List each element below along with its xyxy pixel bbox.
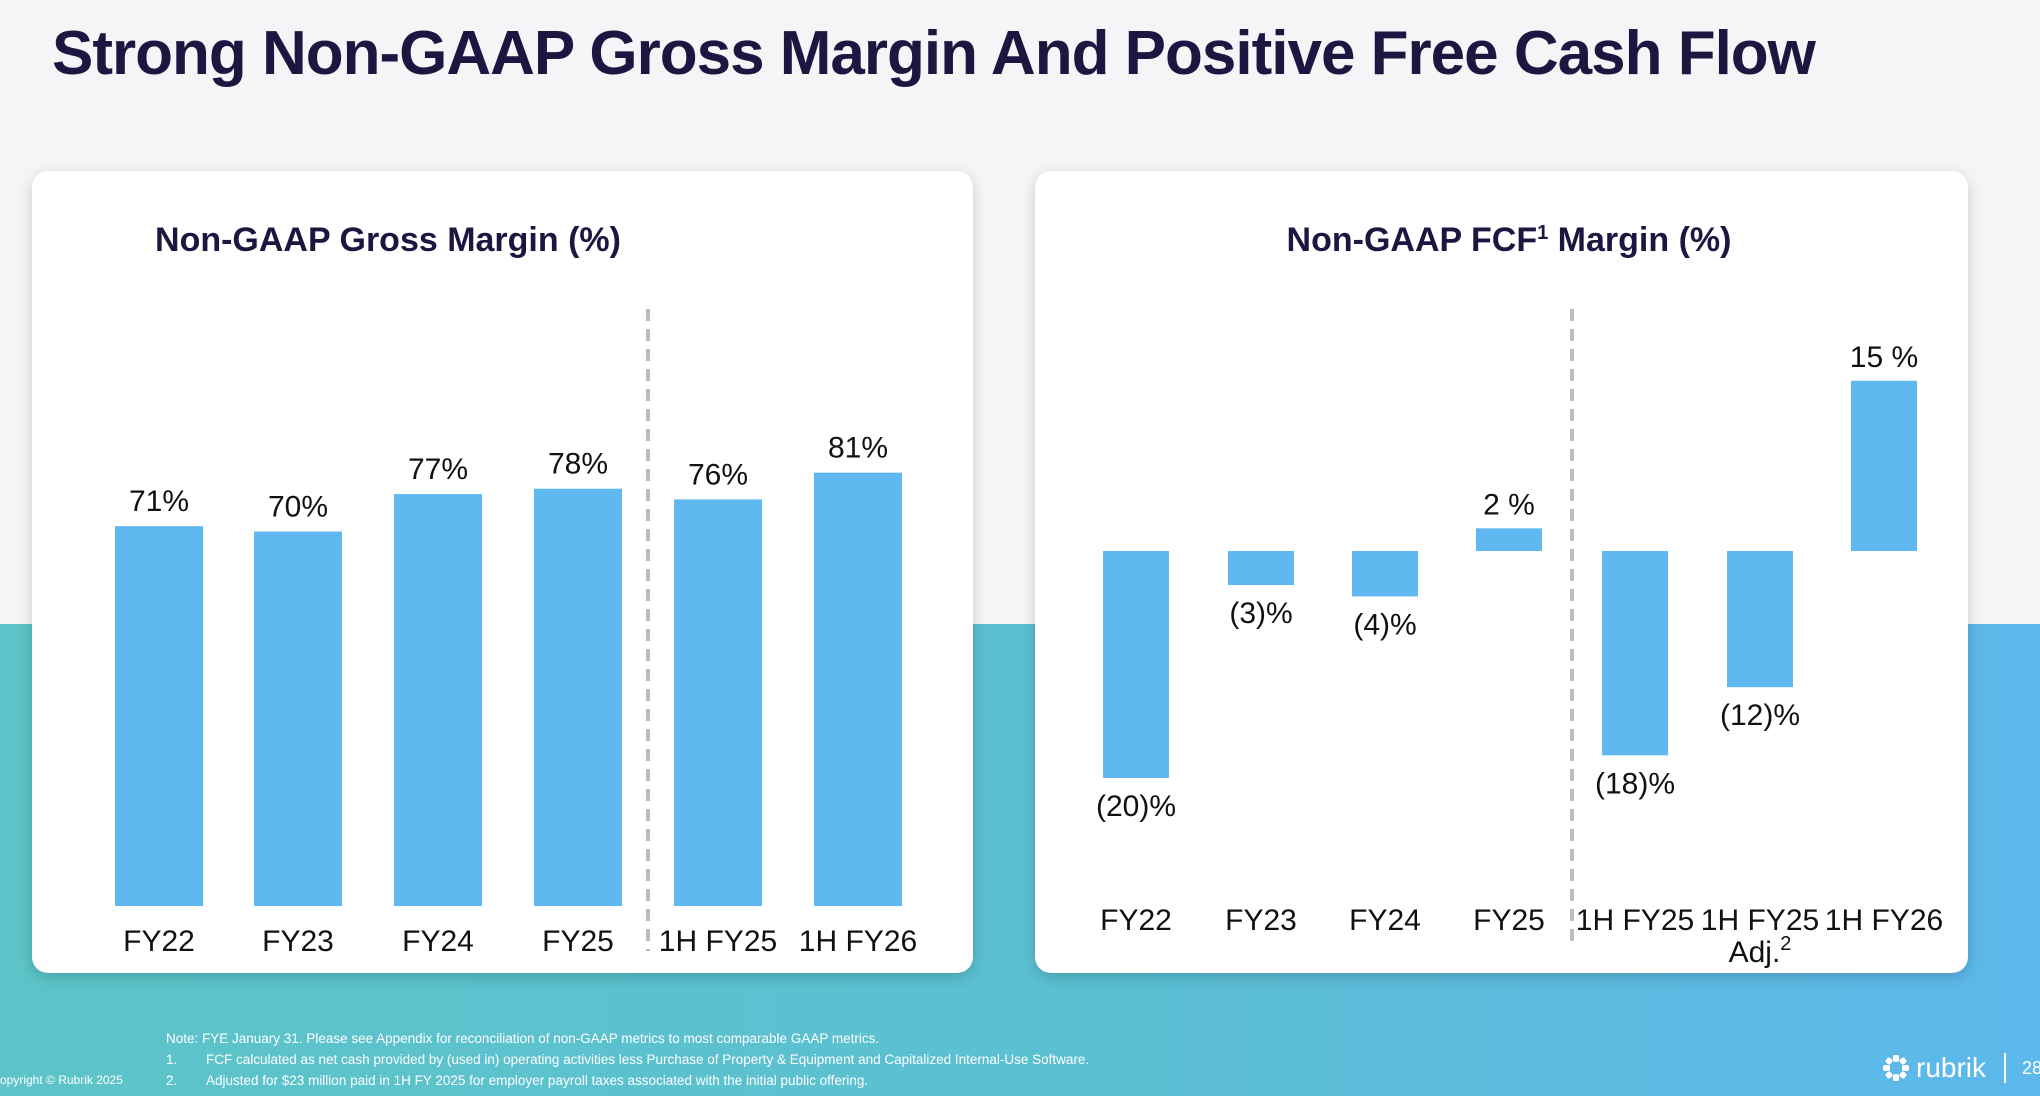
category-label: FY25	[1473, 904, 1545, 937]
footnote-2-number: 2.	[166, 1073, 178, 1088]
data-label: (4)%	[1353, 608, 1416, 641]
bar-1h-fy25-adj	[1727, 551, 1793, 688]
data-label: 78%	[548, 448, 608, 481]
fcf-margin-chart: Non-GAAP FCF1 Margin (%) (20)% FY22 (3)% FY2…	[1096, 221, 1943, 969]
data-label: 15 %	[1850, 341, 1918, 374]
category-label: FY25	[542, 925, 614, 958]
footnote-1-text: FCF calculated as net cash provided by (…	[206, 1052, 1090, 1067]
brand-name: rubrik	[1916, 1052, 1987, 1083]
data-label: 2 %	[1483, 488, 1535, 521]
page-number: 28	[2022, 1057, 2040, 1078]
gross-margin-panel: Non-GAAP Gross Margin (%) 71% FY22 70% FY23 7…	[32, 171, 973, 973]
data-label: (18)%	[1595, 767, 1675, 800]
chart-title-footnote-ref: 1	[1537, 222, 1548, 244]
chart-title: Non-GAAP FCF1 Margin (%)	[1287, 221, 1732, 259]
footnote-2-text: Adjusted for $23 million paid in 1H FY 2…	[206, 1073, 869, 1088]
category-sublabel-text: Adj.	[1729, 936, 1781, 969]
data-label: 71%	[129, 485, 189, 518]
data-label: 76%	[688, 458, 748, 491]
bar-1h-fy26	[814, 472, 902, 906]
bar-1h-fy26	[1851, 380, 1917, 551]
category-footnote-ref: 2	[1780, 933, 1791, 955]
bar-fy23	[1228, 551, 1294, 586]
copyright: opyright © Rubrik 2025	[0, 1073, 123, 1087]
bar-fy24	[394, 494, 482, 906]
page-title: Strong Non-GAAP Gross Margin And Positiv…	[52, 19, 1816, 88]
category-label: FY24	[402, 925, 474, 958]
footnote-note: Note: FYE January 31. Please see Appendi…	[166, 1028, 1089, 1049]
data-label: 77%	[408, 453, 468, 486]
bar-1h-fy25	[674, 499, 762, 906]
brand: rubrik 28	[1882, 1052, 2040, 1084]
category-label: FY23	[262, 925, 334, 958]
chart-title: Non-GAAP Gross Margin (%)	[155, 221, 621, 259]
fcf-margin-panel: Non-GAAP FCF1 Margin (%) (20)% FY22 (3)% FY2…	[1035, 171, 1968, 973]
footnote-1: 1. FCF calculated as net cash provided b…	[166, 1049, 1089, 1070]
footnote-2: 2. Adjusted for $23 million paid in 1H F…	[166, 1070, 1089, 1091]
category-label: FY22	[123, 925, 195, 958]
data-label: 70%	[268, 491, 328, 524]
bar-fy24	[1352, 551, 1418, 597]
data-label: 81%	[828, 432, 888, 465]
bar-fy23	[254, 531, 342, 906]
chart-title-suffix: Margin (%)	[1548, 221, 1731, 259]
category-label: FY22	[1100, 904, 1172, 937]
category-label: 1H FY26	[1825, 904, 1943, 937]
bar-fy22	[115, 526, 203, 906]
category-label: FY24	[1349, 904, 1421, 937]
category-label: FY23	[1225, 904, 1297, 937]
gross-margin-chart: Non-GAAP Gross Margin (%) 71% FY22 70% FY23 7…	[115, 221, 917, 958]
footnote-1-number: 1.	[166, 1052, 178, 1067]
data-label: (20)%	[1096, 790, 1176, 823]
category-label: 1H FY25	[659, 925, 777, 958]
category-label: 1H FY25	[1701, 904, 1819, 937]
footnote-note-text: Note: FYE January 31. Please see Appendi…	[166, 1031, 880, 1046]
rubrik-logo-icon	[1883, 1055, 1909, 1081]
bar-1h-fy25	[1602, 551, 1668, 756]
category-label: 1H FY25	[1576, 904, 1694, 937]
bar-fy25	[1476, 528, 1542, 551]
chart-title-main: Non-GAAP FCF	[1287, 221, 1538, 259]
category-label: 1H FY26	[799, 925, 917, 958]
category-sublabel: Adj.2	[1729, 933, 1792, 969]
bar-fy25	[534, 488, 622, 906]
bar-fy22	[1103, 551, 1169, 778]
data-label: (3)%	[1229, 597, 1292, 630]
footnotes: Note: FYE January 31. Please see Appendi…	[166, 1028, 1089, 1091]
data-label: (12)%	[1720, 699, 1800, 732]
brand-divider	[2004, 1053, 2007, 1083]
